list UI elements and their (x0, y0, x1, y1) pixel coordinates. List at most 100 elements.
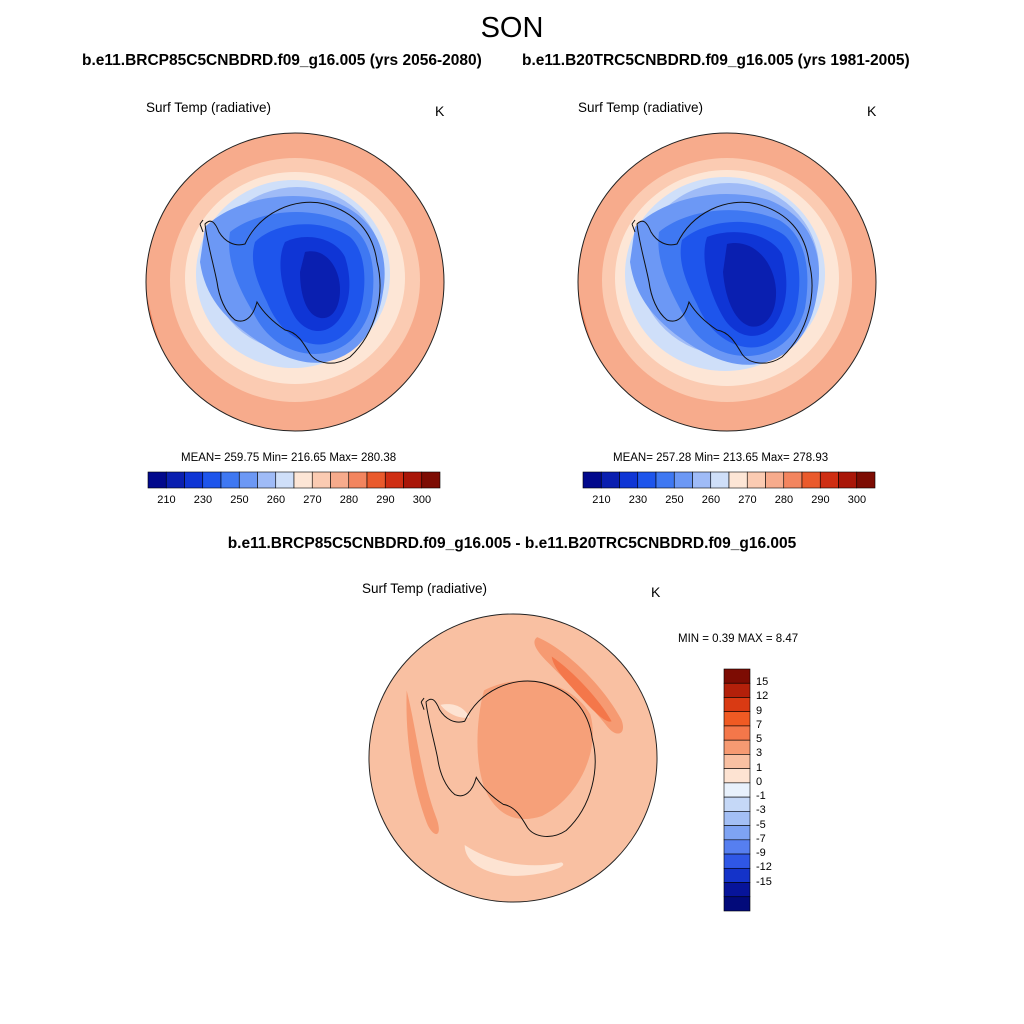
map-panel-1 (145, 132, 445, 432)
colorbar-swatch (655, 471, 675, 489)
colorbar-tick-label: 230 (193, 494, 213, 506)
map-panel-difference (368, 613, 658, 903)
colorbar-swatch (692, 471, 712, 489)
colorbar-tick-label: -9 (756, 847, 766, 860)
colorbar-swatch (257, 471, 277, 489)
colorbar-swatch (746, 471, 766, 489)
difference-title: b.e11.BRCP85C5CNBDRD.f09_g16.005 - b.e11… (227, 535, 797, 552)
colorbar-tick-label: 270 (738, 494, 757, 506)
colorbar-tick-label: -1 (756, 790, 766, 803)
colorbar-swatch (856, 471, 876, 489)
colorbar-tick-label: 15 (756, 676, 769, 689)
colorbar-tick-label: 12 (756, 690, 769, 703)
colorbar-swatch (723, 867, 751, 883)
panel-2-stats: MEAN= 257.28 Min= 213.65 Max= 278.93 (613, 452, 829, 464)
colorbar-swatch (723, 896, 751, 912)
colorbar-tick-label: 210 (157, 494, 176, 506)
colorbar-swatch (184, 471, 204, 489)
panel-1-units-label: K (435, 103, 445, 119)
colorbar-swatch (728, 471, 748, 489)
colorbar-swatch (421, 471, 441, 489)
colorbar-tick-label: -7 (756, 832, 766, 845)
case-title-right: b.e11.B20TRC5CNBDRD.f09_g16.005 (yrs 198… (522, 52, 910, 69)
colorbar-panel-2 (582, 471, 876, 489)
case-title-left: b.e11.BRCP85C5CNBDRD.f09_g16.005 (yrs 20… (82, 52, 482, 69)
colorbar-swatch (293, 471, 313, 489)
colorbar-tick-label: 280 (339, 494, 359, 506)
panel-3-units-label: K (651, 584, 661, 600)
panel-1-variable-label: Surf Temp (radiative) (146, 100, 272, 115)
colorbar-swatch (220, 471, 240, 489)
colorbar-swatch (275, 471, 295, 489)
colorbar-swatch (637, 471, 657, 489)
colorbar-swatch (723, 668, 751, 684)
colorbar-swatch (710, 471, 730, 489)
colorbar-swatch (403, 471, 423, 489)
colorbar-swatch (723, 725, 751, 741)
colorbar-tick-label: 300 (847, 494, 867, 506)
colorbar-swatch (723, 754, 751, 769)
colorbar-swatch (673, 471, 693, 489)
colorbar-tick-label: 250 (230, 494, 249, 506)
map-panel-2 (577, 132, 877, 432)
colorbar-swatch (366, 471, 386, 489)
season-title: SON (480, 12, 544, 44)
colorbar-swatch (582, 471, 602, 489)
colorbar-swatch (723, 796, 751, 812)
colorbar-swatch (202, 471, 222, 489)
colorbar-swatch (723, 711, 751, 727)
colorbar-swatch (723, 811, 751, 826)
colorbar-tick-label: 250 (665, 494, 684, 506)
colorbar-tick-label: 260 (701, 494, 721, 506)
colorbar-swatch (783, 471, 803, 489)
colorbar-swatch (819, 471, 839, 489)
colorbar-tick-label: 0 (756, 775, 763, 788)
colorbar-swatch (723, 682, 751, 698)
colorbar-swatch (147, 471, 167, 489)
colorbar-tick-label: 3 (756, 747, 763, 760)
colorbar-swatch (723, 697, 751, 713)
colorbar-swatch (765, 471, 785, 489)
colorbar-tick-label: -12 (756, 861, 772, 874)
colorbar-tick-label: 7 (756, 718, 763, 731)
colorbar-swatch (723, 825, 751, 841)
colorbar-swatch (238, 471, 258, 489)
colorbar-swatch (723, 882, 751, 898)
colorbar-swatch (838, 471, 858, 489)
colorbar-swatch (384, 471, 404, 489)
colorbar-swatch (330, 471, 350, 489)
panel-2-units-label: K (867, 103, 877, 119)
colorbar-tick-label: 230 (628, 494, 648, 506)
colorbar-tick-label: -15 (756, 875, 772, 888)
panel-3-variable-label: Surf Temp (radiative) (362, 581, 488, 596)
colorbar-tick-label: -3 (756, 804, 766, 817)
colorbar-panel-3 (723, 668, 751, 912)
colorbar-tick-label: 9 (756, 704, 763, 717)
colorbar-swatch (723, 739, 751, 755)
colorbar-tick-label: 290 (811, 494, 830, 506)
colorbar-tick-label: 300 (412, 494, 432, 506)
colorbar-swatch (723, 839, 751, 855)
colorbar-tick-label: 1 (756, 761, 763, 774)
colorbar-swatch (723, 782, 751, 798)
colorbar-swatch (619, 471, 639, 489)
colorbar-tick-label: -5 (756, 818, 766, 831)
colorbar-swatch (348, 471, 368, 489)
colorbar-swatch (311, 471, 331, 489)
panel-1-stats: MEAN= 259.75 Min= 216.65 Max= 280.38 (181, 452, 397, 464)
colorbar-swatch (165, 471, 185, 489)
colorbar-tick-label: 290 (376, 494, 395, 506)
colorbar-swatch (723, 768, 751, 784)
colorbar-tick-label: 260 (266, 494, 286, 506)
colorbar-swatch (801, 471, 821, 489)
colorbar-tick-label: 270 (303, 494, 322, 506)
colorbar-swatch (723, 853, 751, 869)
colorbar-swatch (600, 471, 620, 489)
colorbar-tick-label: 5 (756, 733, 763, 746)
panel-2-variable-label: Surf Temp (radiative) (578, 100, 704, 115)
colorbar-tick-label: 210 (592, 494, 611, 506)
colorbar-tick-label: 280 (774, 494, 794, 506)
panel-3-stats: MIN = 0.39 MAX = 8.47 (678, 633, 799, 645)
colorbar-panel-1 (147, 471, 441, 489)
